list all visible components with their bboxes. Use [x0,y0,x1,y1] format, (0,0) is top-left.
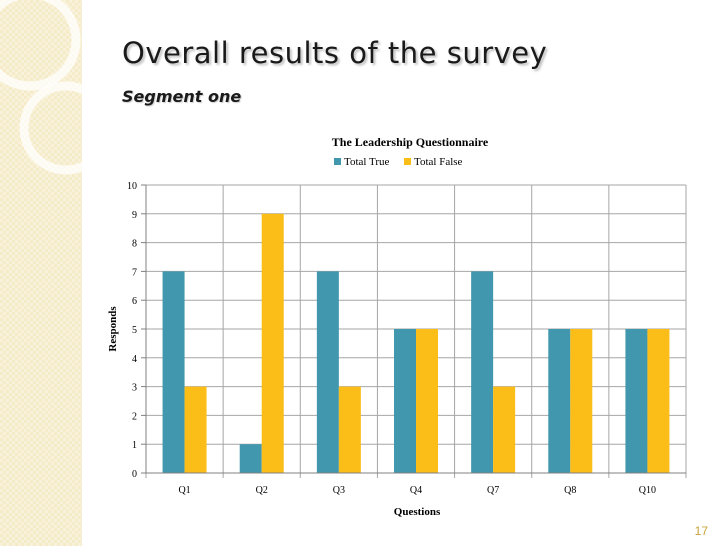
bar-total-false-q3 [338,386,361,473]
y-tick-label: 6 [132,296,137,307]
x-tick-label: Q10 [639,485,656,496]
x-tick-label: Q8 [564,485,576,496]
chart-bars [162,213,670,474]
bar-total-false-q4 [416,329,438,473]
y-tick-label: 9 [132,210,137,221]
legend-label-total-true: Total True [344,156,389,168]
bar-total-true-q7 [471,271,494,473]
bar-total-false-q8 [570,329,593,473]
slide-number: 17 [694,524,708,538]
y-axis-ticks: 0 1 2 3 4 5 6 7 8 9 10 [127,181,146,480]
chart-axes [145,185,687,478]
y-tick-label: 10 [127,181,137,192]
x-tick-label: Q2 [256,485,268,496]
y-tick-label: 0 [132,469,137,480]
x-axis-label: Questions [394,506,441,518]
bar-total-false-q7 [493,386,516,473]
bar-total-true-q3 [316,271,339,473]
y-tick-label: 1 [132,440,137,451]
y-axis-label: Responds [107,306,119,352]
y-tick-label: 3 [132,383,137,394]
bar-chart: The Leadership Questionnaire Total True … [107,135,687,518]
legend-swatch-total-false [404,158,411,165]
slide-title: Overall results of the survey [122,36,548,70]
y-tick-label: 5 [132,325,137,336]
bar-total-true-q10 [625,329,648,473]
x-axis-ticks: Q1 Q2 Q3 Q4 Q7 Q8 Q10 [178,485,656,496]
bar-total-true-q2 [239,444,262,473]
chart-title: The Leadership Questionnaire [332,135,489,149]
decorative-circles [0,0,82,175]
slide-subtitle: Segment one [122,87,242,106]
decorative-side-panel [0,0,82,546]
y-tick-label: 7 [132,267,137,278]
bar-total-true-q4 [394,329,416,473]
y-tick-label: 4 [132,354,137,365]
x-tick-label: Q7 [487,485,499,496]
x-tick-label: Q1 [178,485,190,496]
chart-legend: Total True Total False [334,156,463,168]
bar-total-true-q8 [548,329,571,473]
bar-total-false-q2 [261,213,284,474]
legend-swatch-total-true [334,158,341,165]
bar-total-true-q1 [162,271,185,473]
y-tick-label: 8 [132,239,137,250]
y-tick-label: 2 [132,411,137,422]
bar-total-false-q10 [647,329,670,473]
chart-container: The Leadership Questionnaire Total True … [96,126,700,526]
bar-total-false-q1 [184,386,207,473]
x-tick-label: Q4 [410,485,422,496]
x-tick-label: Q3 [333,485,345,496]
legend-label-total-false: Total False [414,156,463,168]
